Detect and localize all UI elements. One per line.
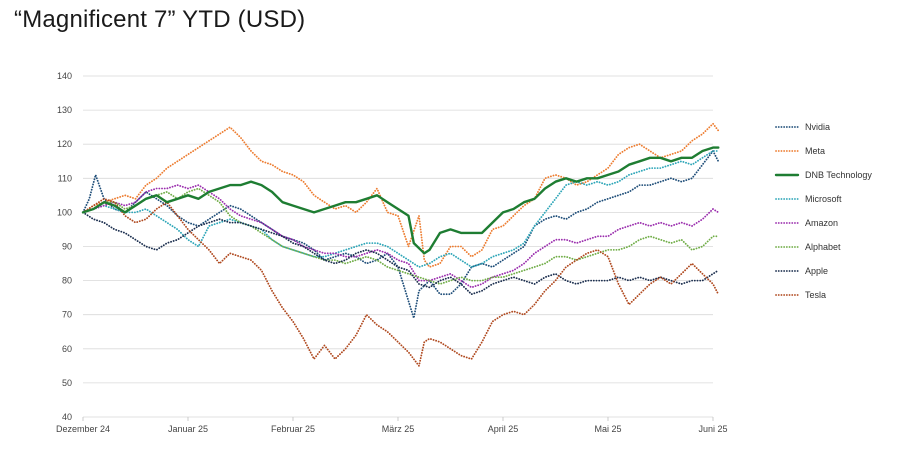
gridlines [83,75,713,418]
y-tick-label: 130 [57,105,72,115]
x-tick-label: Juni 25 [698,424,727,434]
series-line-amazon [82,184,720,289]
series-lines [81,122,720,367]
y-tick-label: 40 [62,412,72,422]
legend-label: Tesla [805,290,826,300]
y-tick-label: 70 [62,310,72,320]
legend-label: Apple [805,266,828,276]
y-tick-label: 110 [58,173,72,183]
y-tick-label: 100 [57,207,72,217]
y-tick-label: 120 [57,139,72,149]
legend: Nvidia Meta DNB Technology Microsoft Amazon A… [774,122,872,300]
series-line-nvidia [82,150,720,319]
series-line-meta [82,122,720,268]
y-tick-label: 90 [62,242,72,252]
legend-label: Microsoft [805,194,842,204]
x-tick-label: März 25 [382,424,415,434]
x-tick-label: April 25 [488,424,519,434]
x-tick-label: Februar 25 [271,424,315,434]
x-tick-label: Mai 25 [594,424,621,434]
legend-label: Nvidia [805,122,830,132]
series-line-tesla [82,197,720,367]
x-axis: Dezember 24 Januar 25 Februar 25 März 25 Apr… [56,417,728,434]
y-tick-label: 50 [62,378,72,388]
series-line-dnb-technology [81,146,720,255]
y-tick-label: 140 [57,71,72,81]
legend-label: Meta [805,146,825,156]
x-tick-label: Dezember 24 [56,424,110,434]
y-axis: 40 50 60 70 80 90 100 110 120 130 140 [57,71,72,422]
y-tick-label: 80 [62,276,72,286]
x-tick-label: Januar 25 [168,424,208,434]
chart-title: “Magnificent 7” YTD (USD) [14,6,306,33]
y-tick-label: 60 [62,344,72,354]
series-line-alphabet [82,187,720,285]
legend-label: Amazon [805,218,838,228]
legend-label: DNB Technology [805,170,872,180]
legend-label: Alphabet [805,242,841,252]
series-line-microsoft [82,150,720,268]
